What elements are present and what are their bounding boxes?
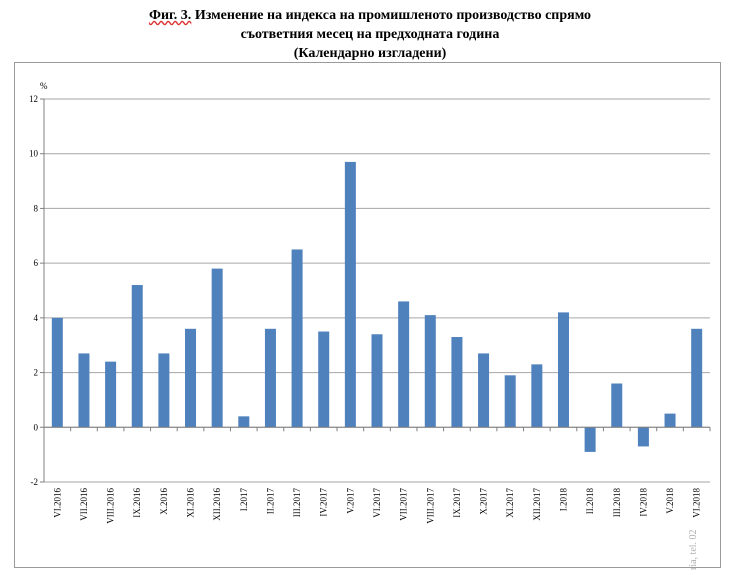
bar [451,337,463,428]
y-tick-label: 2 [34,368,39,378]
bar [531,364,543,428]
y-tick-label: -2 [31,477,39,487]
x-tick-label: VI.2018 [692,488,702,518]
x-tick-label: VIII.2016 [106,488,116,524]
chart-title: Фиг. 3. Изменение на индекса на промишле… [0,6,740,63]
bar [78,353,90,428]
bar [664,413,676,428]
y-tick-label: 10 [29,149,39,159]
y-tick-label: 0 [34,422,39,432]
title-line-1: Изменение на индекса на промишленото про… [194,8,592,23]
bar [51,317,63,428]
y-tick-label: 6 [34,258,39,268]
x-tick-label: I.2018 [558,488,568,512]
y-tick-label: 4 [34,313,39,323]
bar [611,383,623,428]
axis-labels: -2 0 2 4 6 8 10 12 VI.2016 VII.2016 VIII.2016 IX.20… [29,94,702,524]
y-tick-label: 12 [29,94,38,104]
x-tick-label: III.2017 [292,488,302,518]
x-tick-label: XII.2016 [212,488,222,521]
chart-frame [14,62,721,568]
bar [398,301,410,428]
x-tick-label: II.2018 [585,488,595,515]
bars [51,161,703,452]
bar [185,328,197,428]
x-tick-label: IX.2017 [452,488,462,518]
x-tick-label: IX.2016 [132,488,142,518]
bar [318,331,330,428]
x-tick-label: XI.2016 [186,488,196,518]
bar [264,328,276,428]
bar [478,353,490,428]
x-tick-label: X.2016 [159,488,169,515]
bar [504,375,516,428]
x-tick-label: VIII.2017 [425,488,435,524]
watermark-text: ria, tel. 02 [688,529,699,570]
bar [584,427,596,452]
x-tick-label: XII.2017 [532,488,542,521]
figure-number: Фиг. 3. [148,8,192,23]
bar [691,328,703,428]
bar [131,285,143,428]
x-tick-label: VI.2016 [52,488,62,518]
bar [158,353,170,428]
bar [344,161,356,428]
y-axis-unit-label: % [40,81,48,91]
x-tick-label: IV.2017 [319,488,329,517]
bar [291,249,303,428]
x-tick-label: VII.2017 [399,488,409,521]
x-tick-label: IV.2018 [638,488,648,517]
bar [371,334,383,428]
axes [40,98,711,483]
x-tick-label: I.2017 [239,488,249,512]
y-tick-label: 8 [34,203,39,213]
bar [424,315,436,428]
x-tick-label: V.2018 [665,488,675,514]
bar [637,427,649,447]
bar [211,268,223,428]
x-tick-label: X.2017 [479,488,489,515]
x-tick-label: III.2018 [612,488,622,518]
x-tick-label: II.2017 [265,488,275,515]
bar [238,416,250,428]
bar [557,312,569,428]
bar [105,361,117,428]
title-line-2: съответния месец на предходната година [240,27,500,42]
x-tick-label: XI.2017 [505,488,515,518]
x-tick-label: VI.2017 [372,488,382,518]
x-tick-label: V.2017 [345,488,355,514]
x-tick-label: VII.2016 [79,488,89,521]
chart-subtitle: (Календарно изгладени) [293,46,447,61]
